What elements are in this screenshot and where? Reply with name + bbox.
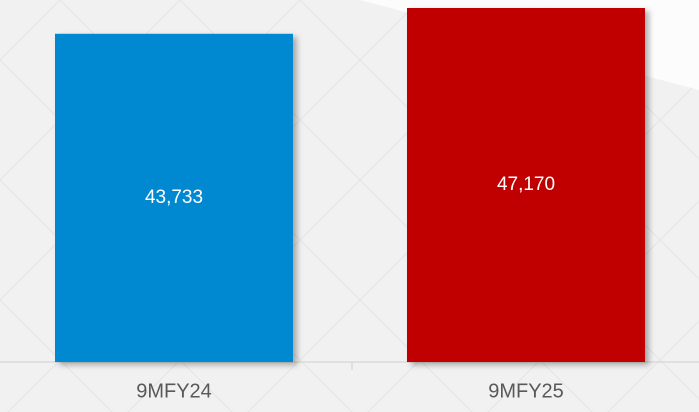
bar	[407, 8, 645, 362]
value-label: 47,170	[497, 174, 555, 195]
x-tick-label: 9MFY24	[136, 380, 212, 402]
x-tick-label: 9MFY25	[488, 380, 564, 402]
bar	[55, 33, 293, 363]
value-label: 43,733	[145, 187, 203, 208]
